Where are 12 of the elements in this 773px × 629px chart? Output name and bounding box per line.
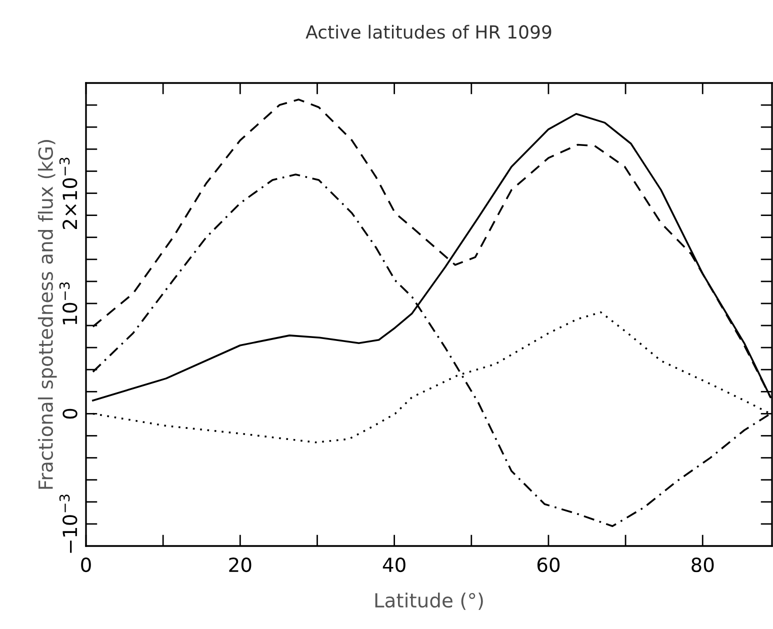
x-tick-label: 60 [537, 557, 560, 572]
x-tick-label: 80 [692, 557, 714, 572]
y-tick-label: 10$^{−3}$ [59, 282, 78, 324]
x-tick-label: 0 [81, 557, 91, 572]
x-axis-title: Latitude (°) [375, 592, 483, 610]
y-tick-label: 2×10$^{−3}$ [59, 158, 78, 229]
x-tick-label: 40 [382, 557, 406, 572]
y-tick-label: −10$^{−3}$ [59, 494, 78, 553]
y-tick-label: 0 [62, 408, 78, 419]
y-axis-title: Fractional spottedness and flux (kG) [38, 140, 57, 489]
chart-title: Active latitudes of HR 1099 [306, 24, 552, 39]
x-tick-label: 20 [229, 557, 252, 572]
